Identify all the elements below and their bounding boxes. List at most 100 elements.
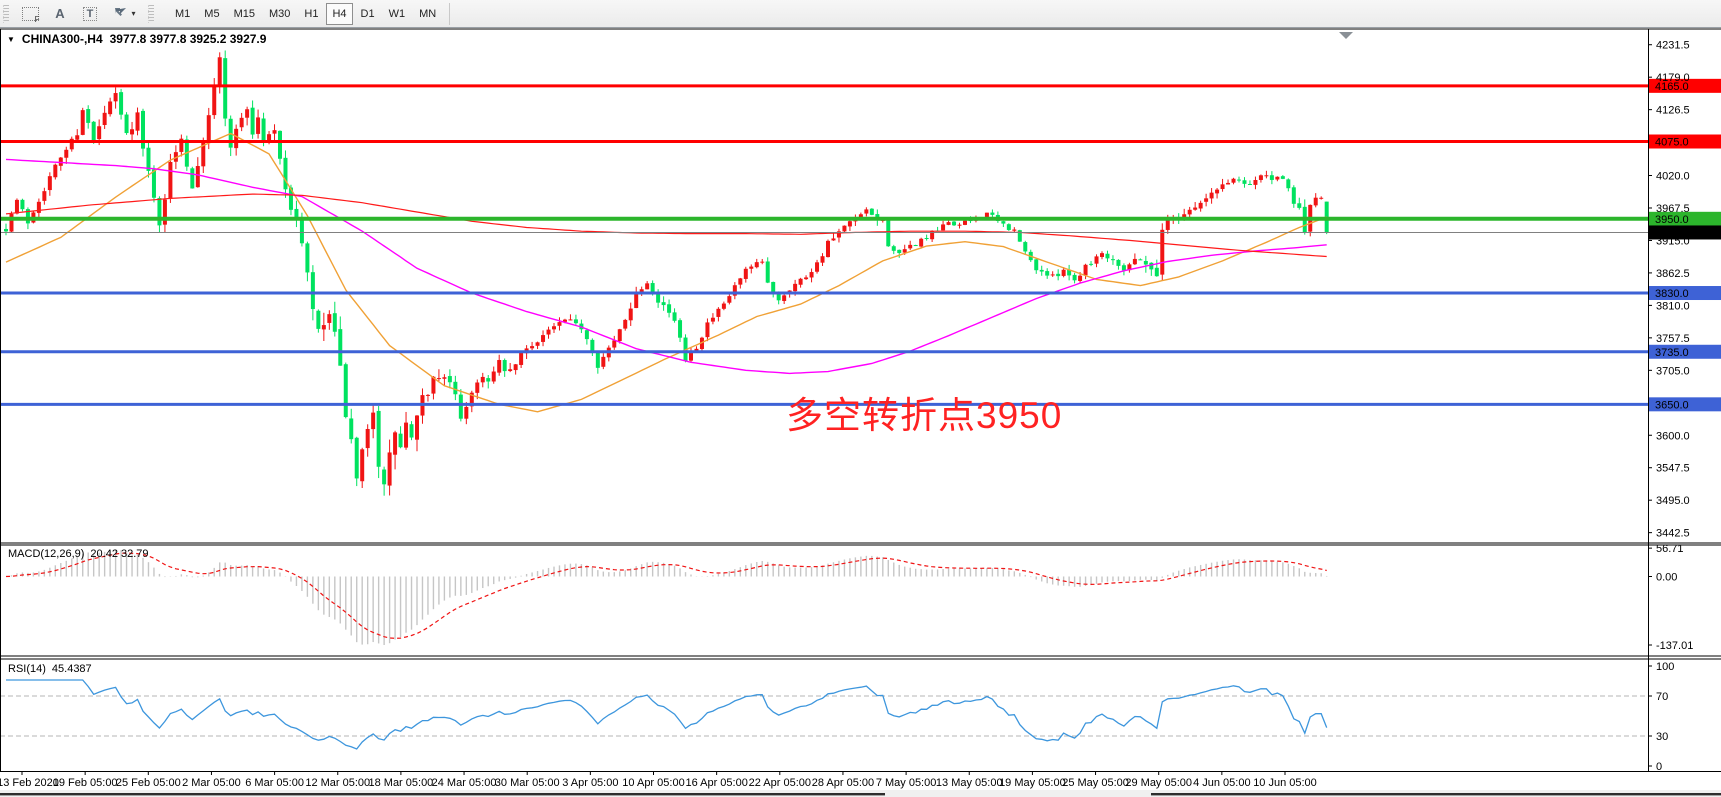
price-tick-label: 4020.0 <box>1656 171 1690 183</box>
text-tool-button[interactable]: T <box>77 3 103 25</box>
panel-separator-2[interactable] <box>0 655 1721 660</box>
arrows-icon <box>114 6 128 21</box>
timeframe-button-d1[interactable]: D1 <box>355 3 381 25</box>
rsi-indicator-label: RSI(14) 45.4387 <box>8 663 92 675</box>
time-tick-label: 24 Mar 05:00 <box>432 777 497 789</box>
chart-window: 4165.0 4075.0 3950.0 3830.0 3735.0 3650.0 3927… <box>0 28 1721 797</box>
price-tick-label: 3862.5 <box>1656 268 1690 280</box>
chart-shift-marker-icon[interactable] <box>1339 32 1353 39</box>
toolbar-separator <box>449 2 451 25</box>
svg-text:30: 30 <box>1656 731 1668 743</box>
macd-indicator-label: MACD(12,26,9) 20.42 32.79 <box>8 548 149 560</box>
price-tick-label: 4126.5 <box>1656 105 1690 117</box>
grid-tool-button[interactable]: F <box>17 3 43 25</box>
time-tick-label: 18 Mar 05:00 <box>368 777 433 789</box>
svg-text:3830.0: 3830.0 <box>1655 288 1689 300</box>
horizontal-scrollbar[interactable] <box>0 790 1721 797</box>
price-tick-label: 3810.0 <box>1656 300 1690 312</box>
macd-pane <box>5 549 1328 646</box>
arrows-tool-button[interactable]: ▾ <box>107 3 143 25</box>
time-tick-label: 25 Feb 05:00 <box>116 777 181 789</box>
ohlc-values: 3977.8 3977.8 3925.2 3927.9 <box>109 32 267 46</box>
svg-text:4165.0: 4165.0 <box>1655 81 1689 93</box>
price-tick-label: 3705.0 <box>1656 365 1690 377</box>
chart-canvas[interactable]: 4165.0 4075.0 3950.0 3830.0 3735.0 3650.0 3927… <box>0 28 1721 797</box>
symbol-dropdown-icon[interactable]: ▼ <box>7 34 15 44</box>
macd-signal-line <box>5 552 1327 639</box>
timeframe-button-m30[interactable]: M30 <box>263 3 296 25</box>
svg-text:0.00: 0.00 <box>1656 572 1677 584</box>
time-tick-label: 6 Mar 05:00 <box>245 777 304 789</box>
price-tick-label: 4179.0 <box>1656 72 1690 84</box>
svg-text:4075.0: 4075.0 <box>1655 137 1689 149</box>
toolbar-gripper-2[interactable] <box>148 4 154 23</box>
timeframe-button-h1[interactable]: H1 <box>298 3 324 25</box>
timeframe-button-m5[interactable]: M5 <box>198 3 225 25</box>
ma-magenta <box>5 158 1327 375</box>
price-tick-label: 4231.5 <box>1656 40 1690 52</box>
macd-values: 20.42 32.79 <box>90 548 149 560</box>
symbol-period-label: CHINA300-,H4 <box>21 32 103 46</box>
svg-text:70: 70 <box>1656 691 1668 703</box>
rsi-line <box>6 679 1328 750</box>
svg-text:3735.0: 3735.0 <box>1655 347 1689 359</box>
price-tag-3650.0 <box>1649 397 1721 412</box>
time-tick-label: 4 Jun 05:00 <box>1193 777 1251 789</box>
time-tick-label: 28 Apr 05:00 <box>812 777 874 789</box>
rsi-scale[interactable]: 100 70 30 0 <box>1648 661 1674 773</box>
dropdown-caret-icon: ▾ <box>131 9 136 18</box>
svg-text:3950.0: 3950.0 <box>1655 214 1689 226</box>
svg-text:0: 0 <box>1656 761 1662 773</box>
timeframe-button-h4[interactable]: H4 <box>326 2 353 25</box>
price-tick-label: 3757.5 <box>1656 333 1690 345</box>
svg-text:-137.01: -137.01 <box>1656 640 1693 652</box>
time-tick-label: 13 May 05:00 <box>936 777 1003 789</box>
price-tick-label: 3967.5 <box>1656 203 1690 215</box>
scrollbar-segment-right <box>1151 793 1721 796</box>
price-tag-4075.0 <box>1649 134 1721 149</box>
price-tag-3830.0 <box>1649 286 1721 301</box>
time-tick-label: 10 Apr 05:00 <box>622 777 684 789</box>
time-tick-label: 16 Apr 05:00 <box>685 777 747 789</box>
timeframe-button-w1[interactable]: W1 <box>383 3 412 25</box>
timeframe-button-mn[interactable]: MN <box>413 3 442 25</box>
timeframe-button-m1[interactable]: M1 <box>169 3 196 25</box>
time-tick-label: 25 May 05:00 <box>1062 777 1129 789</box>
time-tick-label: 12 Mar 05:00 <box>305 777 370 789</box>
time-tick-label: 19 May 05:00 <box>999 777 1066 789</box>
current-price-layer: 3927.9 <box>0 225 1721 240</box>
price-tag-4165.0 <box>1649 78 1721 93</box>
toolbar-gripper[interactable] <box>3 4 9 23</box>
svg-text:3927.9: 3927.9 <box>1655 227 1689 239</box>
scrollbar-segment-left <box>0 793 885 796</box>
macd-name: MACD(12,26,9) <box>8 548 85 560</box>
rsi-pane <box>0 679 1648 750</box>
svg-text:100: 100 <box>1656 661 1674 673</box>
rsi-name: RSI(14) <box>8 663 46 675</box>
text-label-icon: A <box>55 6 65 21</box>
price-tag-3950.0 <box>1649 211 1721 226</box>
horizontal-lines-layer[interactable]: 4165.0 4075.0 3950.0 3830.0 3735.0 3650.0 <box>0 78 1721 412</box>
text-label-tool-button[interactable]: A <box>47 3 73 25</box>
time-tick-label: 10 Jun 05:00 <box>1253 777 1317 789</box>
macd-scale[interactable]: 56.71 0.00 -137.01 <box>1648 543 1693 652</box>
time-tick-label: 13 Feb 2020 <box>0 777 59 789</box>
price-scale[interactable]: 4231.5 4179.0 4126.5 4020.0 3967.5 3915.0 3862… <box>1648 40 1690 540</box>
ma-red <box>5 193 1327 258</box>
ma-orange <box>5 132 1327 413</box>
svg-text:3650.0: 3650.0 <box>1655 399 1689 411</box>
chart-borders <box>0 28 1721 772</box>
time-tick-label: 7 May 05:00 <box>876 777 937 789</box>
svg-text:56.71: 56.71 <box>1656 543 1684 555</box>
price-tag-3735.0 <box>1649 344 1721 359</box>
rsi-value: 45.4387 <box>51 663 92 675</box>
price-tick-label: 3495.0 <box>1656 495 1690 507</box>
price-tick-label: 3915.0 <box>1656 235 1690 247</box>
chart-annotation-text[interactable]: 多空转折点3950 <box>786 395 1063 436</box>
price-tick-label: 3600.0 <box>1656 430 1690 442</box>
chart-title-overlay: ▼ CHINA300-,H4 3977.8 3977.8 3925.2 3927… <box>7 32 266 46</box>
time-tick-label: 2 Mar 05:00 <box>182 777 241 789</box>
panel-separator-1[interactable] <box>0 542 1721 546</box>
timeframe-button-m15[interactable]: M15 <box>228 3 261 25</box>
